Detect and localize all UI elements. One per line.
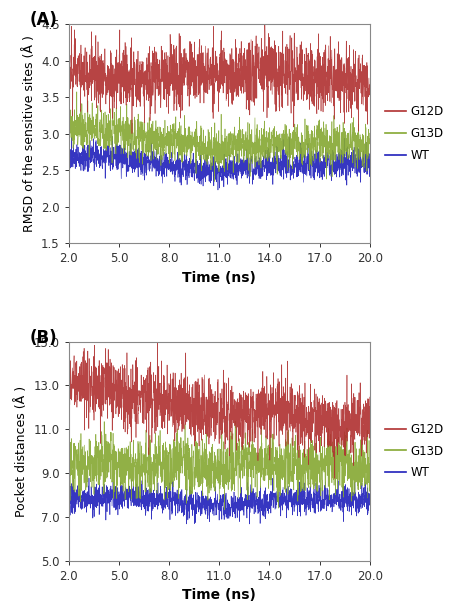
Text: (A): (A) — [29, 11, 57, 29]
Text: (B): (B) — [29, 328, 57, 347]
Y-axis label: Pocket distances (Å ): Pocket distances (Å ) — [15, 385, 28, 517]
Legend: G12D, G13D, WT: G12D, G13D, WT — [385, 105, 444, 162]
X-axis label: Time (ns): Time (ns) — [182, 271, 256, 285]
Y-axis label: RMSD of the sensitive sites (Å ): RMSD of the sensitive sites (Å ) — [23, 35, 36, 232]
X-axis label: Time (ns): Time (ns) — [182, 588, 256, 602]
Legend: G12D, G13D, WT: G12D, G13D, WT — [385, 423, 444, 479]
